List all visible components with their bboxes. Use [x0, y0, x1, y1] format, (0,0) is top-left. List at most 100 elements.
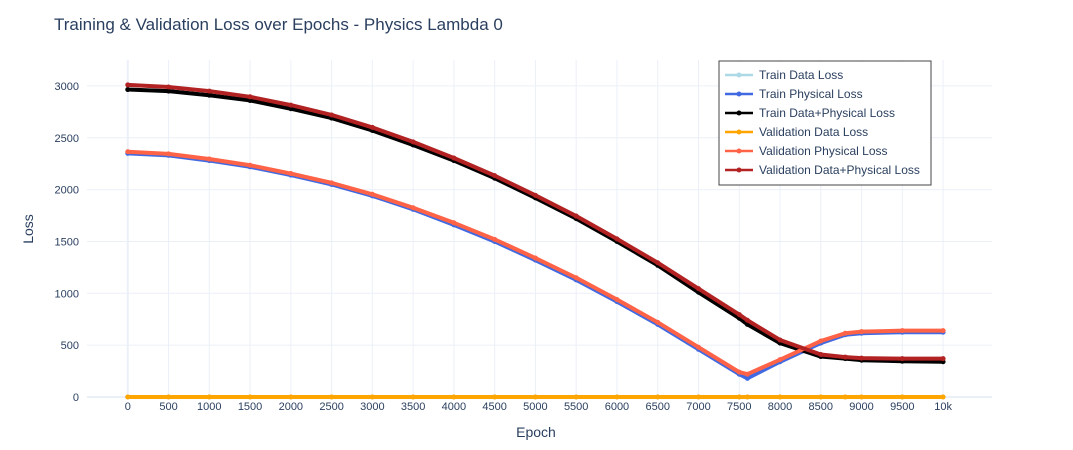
data-point	[206, 92, 212, 98]
x-axis-title: Epoch	[516, 424, 556, 440]
legend-marker	[736, 91, 742, 97]
x-tick-label: 4500	[482, 401, 506, 413]
y-tick-label: 2000	[55, 185, 79, 197]
data-point	[842, 330, 848, 336]
data-point	[369, 191, 375, 197]
data-point	[573, 213, 579, 219]
data-point	[166, 151, 172, 157]
x-tick-label: 8000	[768, 401, 792, 413]
legend-item[interactable]: Train Physical Loss	[725, 87, 863, 101]
legend-label: Train Data Loss	[759, 68, 843, 82]
data-point	[614, 236, 620, 242]
data-point	[777, 394, 783, 400]
legend-marker	[736, 110, 742, 116]
series-4	[125, 149, 946, 377]
data-point	[655, 260, 661, 266]
data-point	[614, 394, 620, 400]
legend-label: Train Data+Physical Loss	[759, 106, 895, 120]
legend-item[interactable]: Train Data+Physical Loss	[725, 106, 895, 120]
data-point	[532, 394, 538, 400]
data-point	[736, 369, 742, 375]
data-point	[940, 394, 946, 400]
data-point	[744, 394, 750, 400]
data-point	[655, 394, 661, 400]
data-point	[842, 394, 848, 400]
data-point	[695, 286, 701, 292]
data-point	[247, 97, 253, 103]
data-point	[492, 173, 498, 179]
x-tick-label: 5500	[564, 401, 588, 413]
legend-item[interactable]: Validation Data Loss	[725, 125, 868, 139]
data-point	[369, 124, 375, 130]
series-3	[125, 394, 946, 400]
data-point	[777, 357, 783, 363]
data-point	[492, 394, 498, 400]
x-tick-label: 4000	[442, 401, 466, 413]
data-point	[166, 394, 172, 400]
data-point	[940, 328, 946, 334]
x-tick-label: 3000	[360, 401, 384, 413]
x-tick-label: 7500	[727, 401, 751, 413]
data-point	[532, 192, 538, 198]
data-point	[247, 162, 253, 168]
data-point	[818, 351, 824, 357]
legend-item[interactable]: Validation Physical Loss	[725, 144, 888, 158]
data-point	[410, 394, 416, 400]
data-point	[744, 371, 750, 377]
x-tick-label: 9000	[849, 401, 873, 413]
data-point	[818, 338, 824, 344]
legend-label: Validation Physical Loss	[759, 144, 888, 158]
data-point	[329, 180, 335, 186]
x-tick-label: 6000	[605, 401, 629, 413]
x-tick-label: 2500	[319, 401, 343, 413]
data-point	[736, 394, 742, 400]
x-tick-label: 0	[125, 401, 131, 413]
data-point	[125, 87, 131, 93]
legend-marker	[736, 72, 742, 78]
data-point	[247, 394, 253, 400]
data-point	[288, 171, 294, 177]
data-point	[842, 354, 848, 360]
data-point	[573, 394, 579, 400]
data-point	[695, 394, 701, 400]
data-point	[329, 394, 335, 400]
legend-marker	[736, 129, 742, 135]
data-point	[492, 236, 498, 242]
legend: Train Data Loss Train Physical Loss Train …	[718, 60, 932, 186]
y-tick-label: 1500	[55, 236, 79, 248]
data-point	[125, 149, 131, 155]
data-point	[206, 394, 212, 400]
x-tick-label: 1000	[197, 401, 221, 413]
legend-marker	[736, 167, 742, 173]
x-tick-label: 10k	[934, 401, 952, 413]
data-point	[736, 312, 742, 318]
data-point	[532, 255, 538, 261]
data-point	[573, 275, 579, 281]
data-point	[369, 394, 375, 400]
data-point	[329, 112, 335, 118]
data-point	[410, 139, 416, 145]
y-tick-label: 1000	[55, 288, 79, 300]
data-point	[451, 394, 457, 400]
data-point	[744, 317, 750, 323]
legend-label: Train Physical Loss	[759, 87, 863, 101]
data-point	[206, 88, 212, 94]
data-point	[166, 88, 172, 94]
legend-item[interactable]: Validation Data+Physical Loss	[725, 163, 920, 177]
data-point	[940, 356, 946, 362]
data-point	[695, 344, 701, 350]
x-tick-label: 2000	[279, 401, 303, 413]
data-point	[859, 394, 865, 400]
legend-item[interactable]: Train Data Loss	[725, 68, 843, 82]
x-tick-label: 1500	[238, 401, 262, 413]
data-point	[288, 102, 294, 108]
data-point	[288, 394, 294, 400]
legend-marker	[736, 148, 742, 154]
y-axis-title: Loss	[20, 214, 36, 244]
data-point	[744, 375, 750, 381]
data-point	[166, 84, 172, 90]
series-5	[125, 82, 946, 362]
y-tick-label: 2500	[55, 133, 79, 145]
x-tick-label: 6500	[645, 401, 669, 413]
